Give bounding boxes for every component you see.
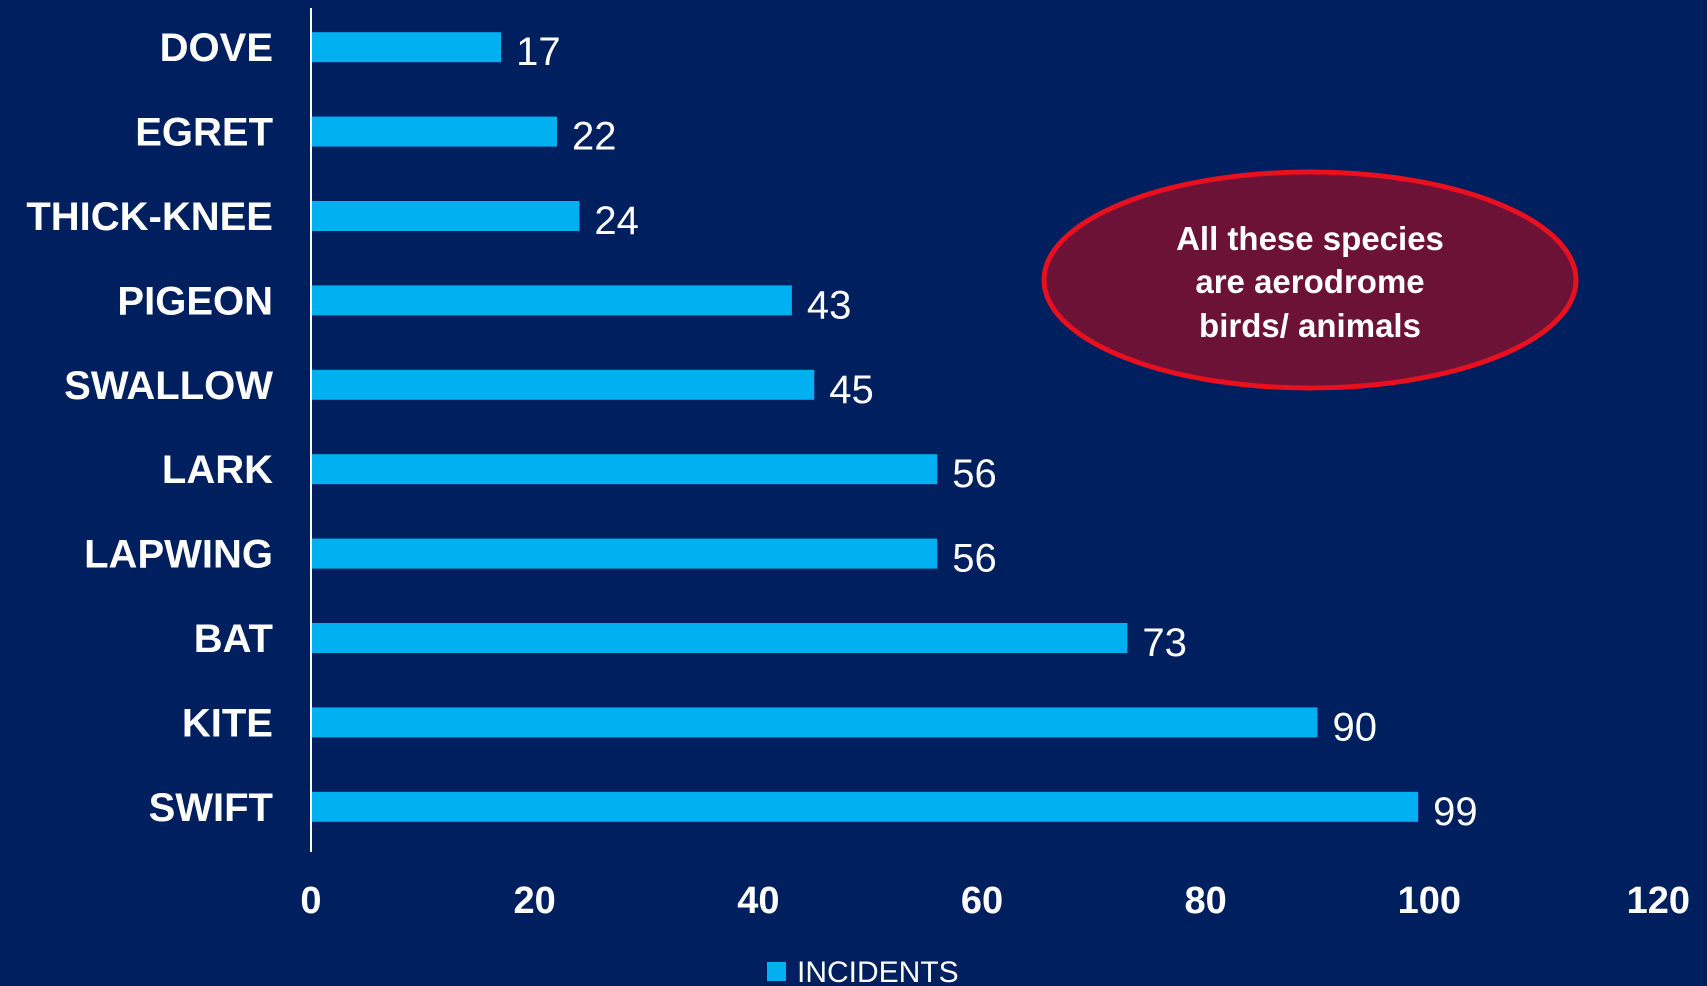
bar-thick-knee	[311, 201, 580, 231]
x-tick-label-100: 100	[1398, 880, 1461, 922]
x-tick-label-40: 40	[737, 880, 779, 922]
category-label-kite: KITE	[182, 701, 273, 745]
category-label-swallow: SWALLOW	[64, 364, 273, 408]
legend-label: INCIDENTS	[797, 956, 959, 986]
callout-line-2: are aerodrome	[1195, 263, 1424, 300]
legend-swatch	[767, 962, 786, 981]
data-label-dove: 17	[516, 30, 561, 74]
callout-line-3: birds/ animals	[1199, 307, 1421, 344]
data-label-egret: 22	[572, 115, 617, 159]
x-tick-label-80: 80	[1185, 880, 1227, 922]
data-label-kite: 90	[1333, 705, 1378, 749]
data-label-pigeon: 43	[807, 283, 852, 327]
legend: INCIDENTS	[767, 956, 959, 986]
x-tick-label-120: 120	[1627, 880, 1690, 922]
x-tick-label-60: 60	[961, 880, 1003, 922]
data-label-lapwing: 56	[952, 537, 997, 581]
callout-ellipse	[1041, 169, 1579, 391]
category-label-swift: SWIFT	[149, 786, 273, 830]
data-label-thick-knee: 24	[594, 199, 639, 243]
bar-egret	[311, 116, 558, 147]
bar-kite	[311, 707, 1318, 738]
category-label-egret: EGRET	[135, 111, 273, 155]
x-axis-ticks: 0 20 40 60 80 100 120	[300, 880, 1690, 922]
category-label-lapwing: LAPWING	[84, 533, 273, 577]
bar-dove	[311, 32, 502, 63]
category-label-thick-knee: THICK-KNEE	[26, 195, 273, 239]
callout-line-1: All these species	[1176, 220, 1444, 257]
data-label-swift: 99	[1433, 790, 1478, 834]
data-label-swallow: 45	[829, 368, 874, 412]
category-labels: DOVE EGRET THICK-KNEE PIGEON SWALLOW LARK LAPW…	[26, 26, 273, 830]
bar-swift	[311, 791, 1419, 822]
category-label-lark: LARK	[162, 448, 273, 492]
category-label-bat: BAT	[194, 617, 273, 661]
data-label-bat: 73	[1142, 621, 1187, 665]
bar-lark	[311, 454, 938, 485]
category-label-pigeon: PIGEON	[117, 279, 273, 323]
bar-bat	[311, 623, 1128, 653]
x-tick-label-0: 0	[300, 880, 321, 922]
bars-group	[311, 32, 1419, 822]
bar-swallow	[311, 369, 815, 400]
bar-pigeon	[311, 285, 792, 316]
x-tick-label-20: 20	[514, 880, 556, 922]
category-label-dove: DOVE	[160, 26, 273, 70]
data-label-lark: 56	[952, 452, 997, 496]
bar-lapwing	[311, 538, 938, 569]
callout-bubble: All these species are aerodrome birds/ a…	[1041, 169, 1579, 391]
